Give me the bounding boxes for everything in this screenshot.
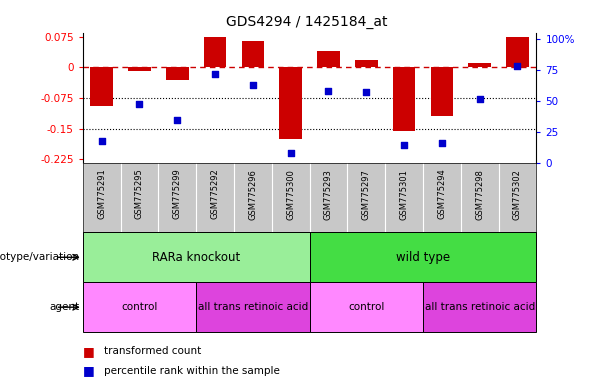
Text: GSM775293: GSM775293 — [324, 169, 333, 220]
Bar — [393, 67, 416, 131]
Bar — [468, 63, 491, 67]
Text: GSM775302: GSM775302 — [513, 169, 522, 220]
Bar — [83, 282, 196, 332]
Text: GSM775291: GSM775291 — [97, 169, 106, 220]
Point — [248, 82, 257, 88]
Bar — [317, 51, 340, 67]
Text: GSM775300: GSM775300 — [286, 169, 295, 220]
Text: percentile rank within the sample: percentile rank within the sample — [104, 366, 280, 376]
Bar — [310, 282, 423, 332]
Text: wild type: wild type — [396, 251, 450, 264]
Bar — [83, 232, 310, 282]
Bar — [506, 37, 529, 67]
Point — [134, 101, 145, 107]
Text: agent: agent — [50, 302, 80, 312]
Point — [324, 88, 333, 94]
Text: GSM775294: GSM775294 — [437, 169, 446, 220]
Text: GSM775292: GSM775292 — [210, 169, 219, 220]
Text: GSM775298: GSM775298 — [475, 169, 484, 220]
Point — [172, 117, 182, 123]
Point — [512, 63, 522, 69]
Text: GSM775299: GSM775299 — [173, 169, 182, 220]
Text: GSM775301: GSM775301 — [400, 169, 409, 220]
Point — [437, 140, 447, 146]
Bar — [90, 67, 113, 106]
Text: RARa knockout: RARa knockout — [152, 251, 240, 264]
Text: GSM775297: GSM775297 — [362, 169, 371, 220]
Bar — [166, 67, 189, 79]
Point — [97, 138, 107, 144]
Text: genotype/variation: genotype/variation — [0, 252, 80, 262]
Bar — [310, 232, 536, 282]
Bar — [355, 60, 378, 67]
Bar — [280, 67, 302, 139]
Bar — [128, 67, 151, 71]
Text: ■: ■ — [83, 345, 94, 358]
Bar — [242, 41, 264, 67]
Text: all trans retinoic acid: all trans retinoic acid — [425, 302, 535, 312]
Point — [286, 150, 295, 156]
Text: GDS4294 / 1425184_at: GDS4294 / 1425184_at — [226, 15, 387, 29]
Point — [361, 89, 371, 95]
Text: GSM775295: GSM775295 — [135, 169, 144, 220]
Bar — [423, 282, 536, 332]
Point — [210, 71, 220, 77]
Text: ■: ■ — [83, 364, 94, 377]
Point — [399, 141, 409, 147]
Bar — [204, 37, 226, 67]
Point — [475, 96, 485, 102]
Text: GSM775296: GSM775296 — [248, 169, 257, 220]
Text: control: control — [121, 302, 158, 312]
Bar — [196, 282, 310, 332]
Text: transformed count: transformed count — [104, 346, 202, 356]
Text: all trans retinoic acid: all trans retinoic acid — [198, 302, 308, 312]
Text: control: control — [348, 302, 384, 312]
Bar — [430, 67, 453, 116]
